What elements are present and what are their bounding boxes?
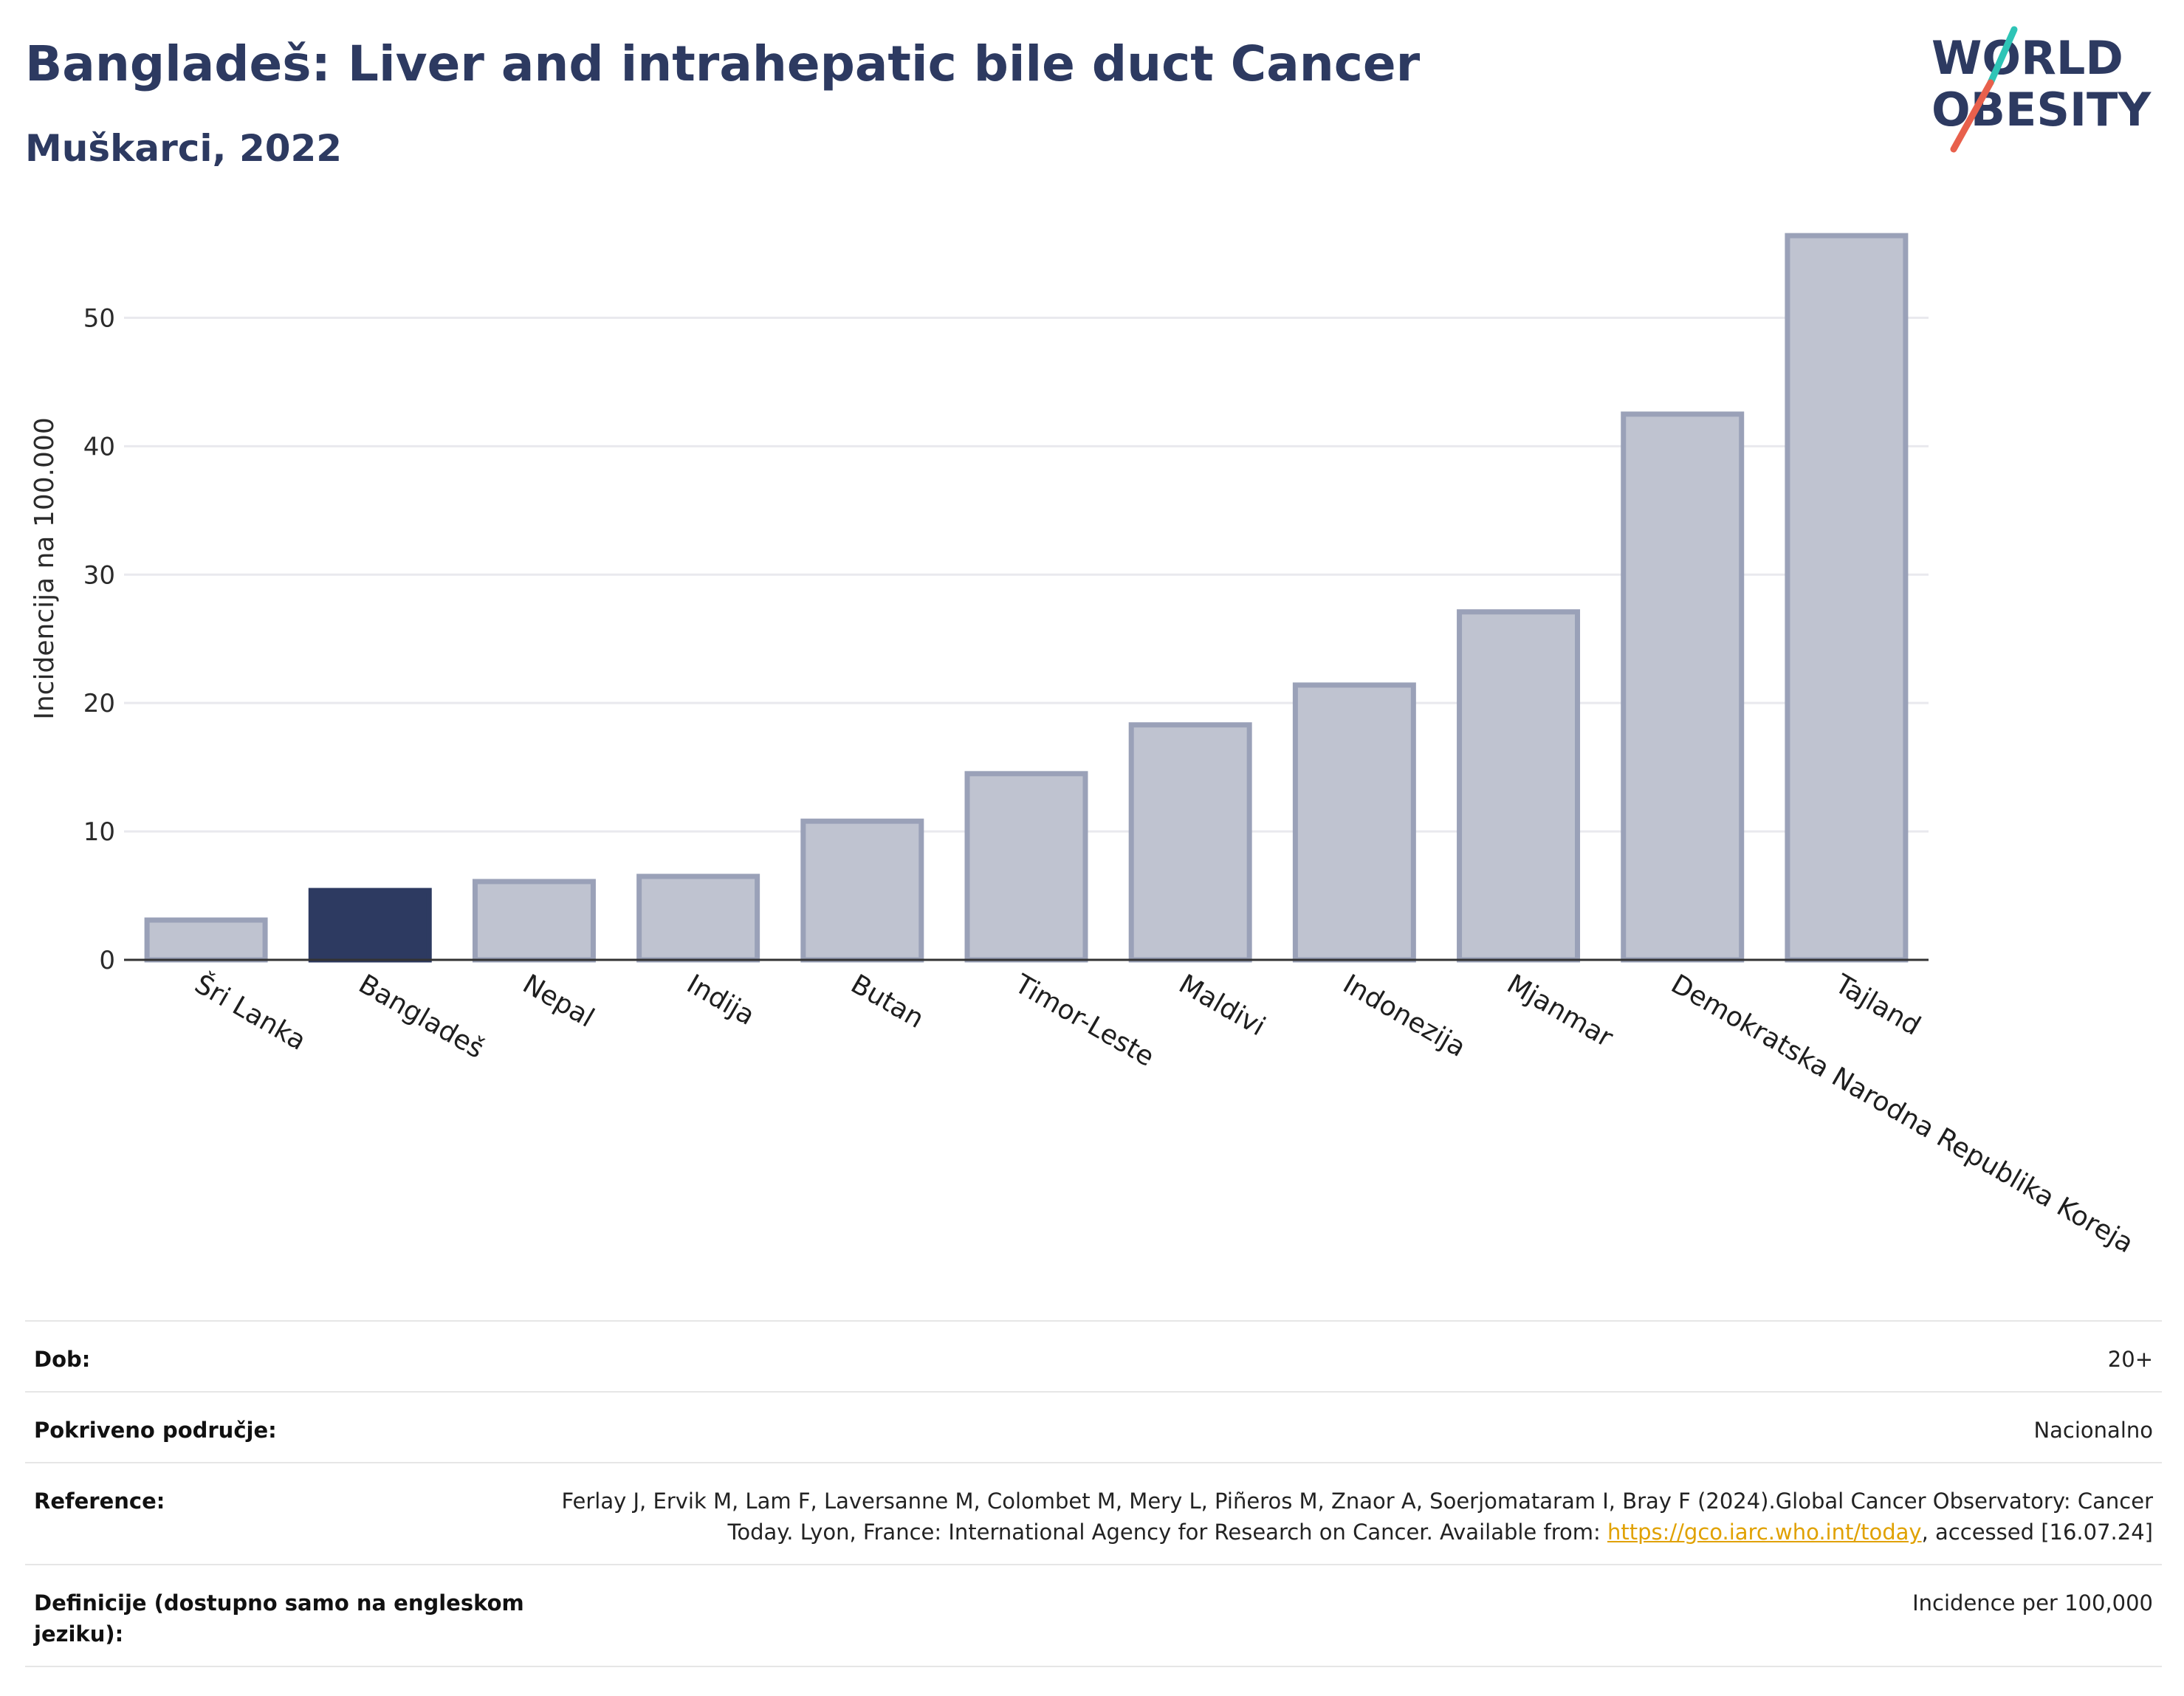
reference-link[interactable]: https://gco.iarc.who.int/today xyxy=(1607,1520,1922,1545)
info-label: Pokriveno područje: xyxy=(34,1418,277,1443)
bar-tajland[interactable] xyxy=(1785,233,1909,963)
x-tick-label: Tajland xyxy=(1830,969,1926,1042)
bar-nepal[interactable] xyxy=(472,879,596,963)
x-tick-label: Indija xyxy=(681,969,760,1031)
info-value: Nacionalno xyxy=(2033,1418,2153,1443)
info-table: Dob: 20+ Pokriveno područje: Nacionalno … xyxy=(25,1320,2162,1667)
x-tick-label: Šri Lanka xyxy=(190,968,312,1057)
info-row-reference: Reference: Ferlay J, Ervik M, Lam F, Lav… xyxy=(25,1463,2162,1565)
bar--ri-lanka[interactable] xyxy=(144,917,268,963)
y-axis-title: Incidencija na 100.000 xyxy=(30,417,60,720)
logo-slash-top xyxy=(1987,26,2018,86)
y-tick-label: 50 xyxy=(83,303,115,333)
bar-chart: 0 10 20 30 40 50 Šri Lanka Bangladeš Nepal Indij… xyxy=(30,233,2139,1259)
x-tick-label: Bangladeš xyxy=(354,969,490,1065)
chart-subtitle: Muškarci, 2022 xyxy=(25,127,343,170)
x-tick-label: Timor-Leste xyxy=(1009,969,1159,1073)
logo-slash-bottom xyxy=(1950,79,1994,153)
x-tick-label: Butan xyxy=(845,969,929,1034)
info-row-age: Dob: 20+ xyxy=(25,1321,2162,1392)
bar-demokratska-narodna-republika-koreja[interactable] xyxy=(1621,411,1745,963)
info-value: Incidence per 100,000 xyxy=(1912,1590,2153,1616)
world-obesity-logo: WORLD OBESITY xyxy=(1931,26,2152,153)
bar-maldivi[interactable] xyxy=(1128,722,1252,963)
bar-timor-leste[interactable] xyxy=(964,771,1088,963)
bar-butan[interactable] xyxy=(800,818,924,963)
x-tick-label: Indonezija xyxy=(1338,969,1471,1063)
reference-text: Ferlay J, Ervik M, Lam F, Laversanne M, … xyxy=(561,1489,2153,1545)
logo-line1: WORLD xyxy=(1931,31,2123,85)
info-value: 20+ xyxy=(2107,1347,2153,1372)
y-tick-label: 0 xyxy=(99,946,115,975)
info-label: Reference: xyxy=(34,1489,165,1514)
y-tick-label: 30 xyxy=(83,560,115,590)
y-tick-labels: 0 10 20 30 40 50 xyxy=(83,303,115,975)
info-row-coverage: Pokriveno područje: Nacionalno xyxy=(25,1392,2162,1463)
y-tick-label: 40 xyxy=(83,432,115,461)
info-value: Ferlay J, Ervik M, Lam F, Laversanne M, … xyxy=(545,1463,2162,1565)
x-tick-label: Nepal xyxy=(518,969,600,1034)
info-label: Definicije (dostupno samo na engleskom j… xyxy=(34,1590,524,1647)
bars xyxy=(144,233,1909,963)
y-tick-label: 20 xyxy=(83,689,115,718)
bar-indonezija[interactable] xyxy=(1292,682,1416,963)
bar-banglade-[interactable] xyxy=(308,888,432,963)
bar-mjanmar[interactable] xyxy=(1457,609,1581,963)
x-tick-label: Mjanmar xyxy=(1502,969,1618,1054)
info-label: Dob: xyxy=(34,1347,91,1372)
x-category-labels: Šri Lanka Bangladeš Nepal Indija Butan Timor-… xyxy=(190,968,2139,1259)
x-tick-label: Maldivi xyxy=(1174,969,1271,1042)
bar-indija[interactable] xyxy=(636,873,760,963)
chart-title: Bangladeš: Liver and intrahepatic bile d… xyxy=(25,35,1421,92)
reference-accessed: , accessed [16.07.24] xyxy=(1921,1520,2153,1545)
y-tick-label: 10 xyxy=(83,817,115,847)
info-row-definitions: Definicije (dostupno samo na engleskom j… xyxy=(25,1565,2162,1666)
